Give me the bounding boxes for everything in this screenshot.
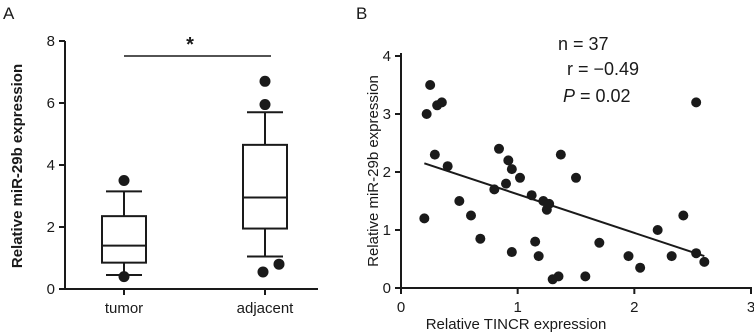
outlier-point: [273, 258, 285, 270]
scatter-point: [699, 256, 710, 267]
panel-a: A Relative miR-29b expression 0 2 4 6 8 tumo…: [3, 4, 318, 317]
panel-b-x-tick-label: 1: [513, 299, 521, 316]
panel-b-x-ticks: 0 1 2 3: [397, 288, 754, 316]
panel-b-x-axis-label: Relative TINCR expression: [426, 316, 607, 333]
panel-b-x-tick-label: 3: [747, 299, 754, 316]
scatter-point: [506, 164, 517, 175]
panel-a-letter: A: [3, 4, 15, 23]
scatter-point: [691, 248, 702, 259]
stat-p: P = 0.02: [563, 86, 631, 106]
scatter-point: [666, 251, 677, 262]
panel-b-y-tick-label: 0: [383, 280, 391, 297]
scatter-point: [533, 251, 544, 262]
panel-a-y-tick-label: 4: [47, 157, 55, 174]
panel-a-y-tick-label: 2: [47, 219, 55, 236]
category-label-tumor: tumor: [105, 300, 143, 317]
scatter-point: [436, 97, 447, 108]
outlier-point: [259, 75, 271, 87]
scatter-point: [475, 233, 486, 244]
panel-b: B Relative miR-29b expression Relative T…: [356, 4, 754, 333]
scatter-point: [635, 262, 646, 273]
panel-a-y-tick-label: 8: [47, 33, 55, 50]
panel-b-points: [419, 80, 710, 285]
stat-p-value: = 0.02: [575, 86, 631, 106]
scatter-point: [419, 213, 430, 224]
regression-line: [424, 162, 705, 258]
scatter-point: [530, 236, 541, 247]
outlier-point: [118, 271, 130, 283]
outlier-point: [259, 99, 271, 111]
scatter-point: [691, 97, 702, 108]
panel-a-y-ticks: 0 2 4 6 8: [47, 33, 65, 298]
box-adjacent: [242, 75, 288, 278]
outlier-point: [118, 175, 130, 186]
scatter-point: [652, 225, 663, 235]
panel-b-x-tick-label: 2: [630, 299, 638, 316]
scatter-point: [594, 237, 605, 248]
scatter-point: [466, 210, 476, 221]
box-iqr: [242, 143, 288, 230]
scatter-point: [555, 149, 566, 160]
significance-star: *: [186, 34, 194, 56]
scatter-point: [506, 247, 517, 258]
box-tumor: [101, 175, 147, 283]
panel-a-boxes: [101, 75, 288, 283]
scatter-point: [553, 271, 564, 282]
panel-b-y-ticks: 0 1 2 3 4: [383, 48, 401, 297]
scatter-point: [571, 172, 581, 183]
panel-a-y-tick-label: 6: [47, 95, 55, 112]
scatter-point: [425, 80, 436, 90]
scatter-point: [421, 109, 432, 119]
scatter-point: [442, 161, 453, 172]
scatter-point: [544, 198, 555, 209]
stat-p-symbol: P: [563, 86, 575, 106]
scatter-point: [501, 178, 511, 189]
scatter-point: [454, 196, 465, 206]
scatter-point: [623, 251, 634, 262]
scatter-point: [515, 172, 525, 183]
category-label-adjacent: adjacent: [237, 300, 295, 317]
scatter-point: [494, 143, 504, 154]
stat-r: r = −0.49: [567, 59, 639, 79]
panel-b-y-axis-label: Relative miR-29b expression: [365, 75, 382, 267]
stat-n: n = 37: [558, 34, 609, 54]
panel-b-y-tick-label: 2: [383, 164, 391, 181]
scatter-point: [526, 190, 537, 201]
panel-a-x-ticks: tumor adjacent: [105, 289, 294, 317]
scatter-point: [489, 184, 500, 195]
panel-b-letter: B: [356, 4, 367, 23]
panel-a-y-tick-label: 0: [47, 281, 55, 298]
panel-b-y-tick-label: 3: [383, 106, 391, 123]
panel-b-x-tick-label: 0: [397, 299, 405, 316]
panel-b-y-tick-label: 4: [383, 48, 391, 65]
panel-b-y-tick-label: 1: [383, 222, 391, 239]
outlier-point: [257, 266, 269, 278]
scatter-point: [678, 210, 689, 221]
box-iqr: [101, 215, 147, 264]
scatter-point: [580, 271, 591, 282]
scatter-point: [503, 155, 514, 166]
panel-a-y-axis-label: Relative miR-29b expression: [9, 64, 26, 268]
scatter-point: [429, 149, 440, 160]
